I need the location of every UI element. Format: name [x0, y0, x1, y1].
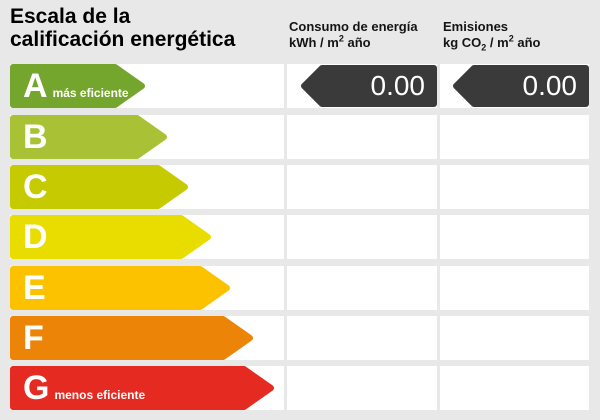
emissions-header-unit: kg CO2 / m2 año	[443, 33, 541, 53]
grade-letter: F	[23, 319, 44, 357]
scale-row-c: C	[0, 165, 600, 209]
grade-arrow-a-icon	[10, 64, 145, 108]
grade-letter: G	[23, 369, 50, 407]
emissions-cell	[440, 165, 589, 209]
grade-letter: E	[23, 269, 46, 307]
grade-arrow-d-icon	[10, 215, 211, 259]
grade-arrow-c-icon	[10, 165, 188, 209]
emissions-header-title: Emisiones	[443, 19, 509, 34]
consumption-header-title: Consumo de energía	[289, 19, 418, 34]
consumption-header-unit: kWh / m2 año	[289, 33, 371, 50]
emissions-value-arrow: 0.00	[452, 65, 589, 107]
consumption-cell	[287, 266, 437, 310]
emissions-cell	[440, 115, 589, 159]
grade-letter: C	[23, 168, 48, 206]
page-title-line2: calificación energética	[10, 28, 236, 51]
grade-letter: A	[23, 67, 48, 105]
grade-note: menos eficiente	[54, 388, 146, 402]
grade-label-d: D	[23, 215, 48, 259]
scale-row-d: D	[0, 215, 600, 259]
consumption-cell	[287, 366, 437, 410]
emissions-cell	[440, 366, 589, 410]
consumption-cell	[287, 215, 437, 259]
column-header-emissions: Emisiones kg CO2 / m2 año	[443, 19, 541, 53]
emissions-cell	[440, 316, 589, 360]
grade-letter: D	[23, 218, 48, 256]
grade-arrow-g-icon	[10, 366, 274, 410]
grade-arrow-e-icon	[10, 266, 230, 310]
emissions-cell	[440, 266, 589, 310]
scale-row-f: F	[0, 316, 600, 360]
grade-label-f: F	[23, 316, 44, 360]
grade-arrow-f-icon	[10, 316, 253, 360]
grade-note: más eficiente	[52, 86, 129, 100]
column-header-consumption: Consumo de energía kWh / m2 año	[289, 19, 418, 51]
scale-row-b: B	[0, 115, 600, 159]
grade-label-b: B	[23, 115, 48, 159]
consumption-value-arrow: 0.00	[300, 65, 437, 107]
emissions-cell	[440, 215, 589, 259]
consumption-cell	[287, 316, 437, 360]
consumption-cell	[287, 115, 437, 159]
scale-row-e: E	[0, 266, 600, 310]
grade-label-e: E	[23, 266, 46, 310]
grade-arrow-b-icon	[10, 115, 167, 159]
grade-label-c: C	[23, 165, 48, 209]
consumption-cell	[287, 165, 437, 209]
grade-letter: B	[23, 118, 48, 156]
left-arrow-icon	[301, 65, 437, 107]
consumption-value: 0.00	[370, 70, 426, 101]
page-title: Escala de la calificación energética	[10, 5, 235, 51]
left-arrow-icon	[453, 65, 589, 107]
page-title-line1: Escala de la	[10, 5, 131, 28]
emissions-value: 0.00	[522, 70, 578, 101]
